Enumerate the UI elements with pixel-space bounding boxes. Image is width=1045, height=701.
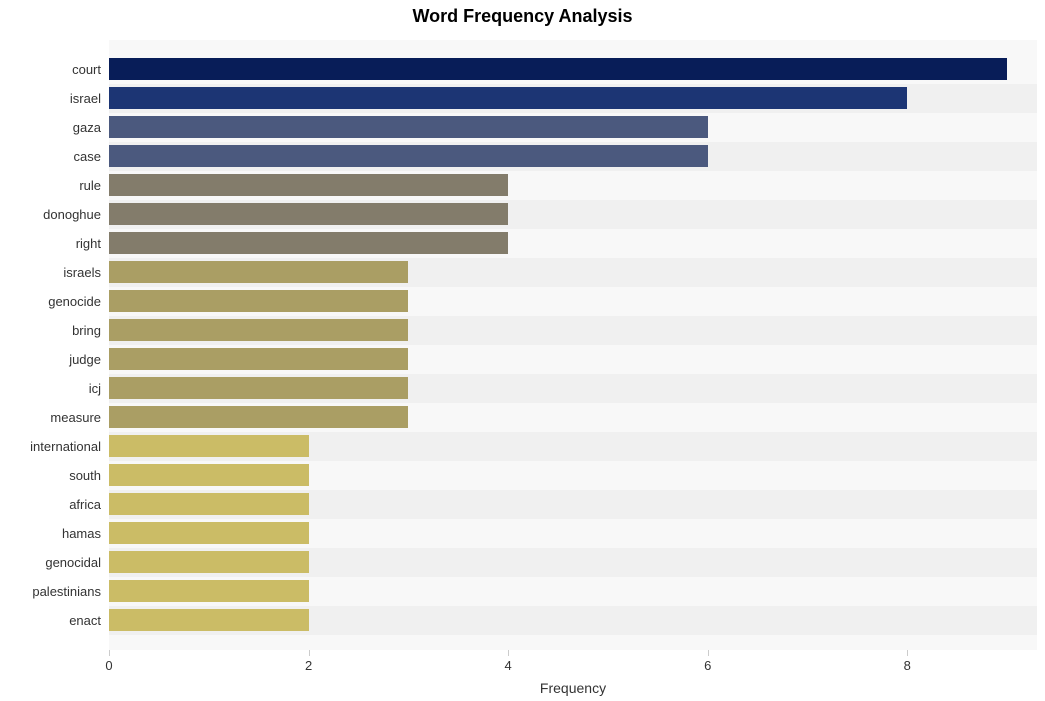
bar bbox=[109, 145, 708, 167]
x-tick bbox=[109, 650, 110, 656]
bar bbox=[109, 493, 309, 515]
bar bbox=[109, 319, 408, 341]
y-tick-label: israels bbox=[63, 265, 101, 280]
x-tick bbox=[907, 650, 908, 656]
y-tick-label: right bbox=[76, 236, 101, 251]
x-tick-label: 8 bbox=[904, 658, 911, 673]
bar bbox=[109, 232, 508, 254]
y-tick-label: south bbox=[69, 468, 101, 483]
y-tick-label: icj bbox=[89, 381, 101, 396]
bar bbox=[109, 580, 309, 602]
x-tick bbox=[708, 650, 709, 656]
bar bbox=[109, 522, 309, 544]
bar bbox=[109, 609, 309, 631]
x-tick-label: 4 bbox=[505, 658, 512, 673]
y-tick-label: judge bbox=[69, 352, 101, 367]
y-tick-label: genocide bbox=[48, 294, 101, 309]
bar bbox=[109, 435, 309, 457]
x-axis-title: Frequency bbox=[109, 680, 1037, 696]
bar bbox=[109, 406, 408, 428]
y-tick-label: measure bbox=[50, 410, 101, 425]
y-tick-label: donoghue bbox=[43, 207, 101, 222]
y-tick-label: international bbox=[30, 439, 101, 454]
y-tick-label: africa bbox=[69, 497, 101, 512]
bar bbox=[109, 377, 408, 399]
y-tick-label: enact bbox=[69, 613, 101, 628]
bar bbox=[109, 261, 408, 283]
bar bbox=[109, 116, 708, 138]
bar bbox=[109, 87, 907, 109]
bar bbox=[109, 464, 309, 486]
y-tick-label: genocidal bbox=[45, 555, 101, 570]
y-tick-label: israel bbox=[70, 91, 101, 106]
x-tick-label: 2 bbox=[305, 658, 312, 673]
chart-title: Word Frequency Analysis bbox=[0, 0, 1045, 31]
x-tick-label: 0 bbox=[105, 658, 112, 673]
x-tick bbox=[309, 650, 310, 656]
plot-area bbox=[109, 40, 1037, 650]
y-tick-label: rule bbox=[79, 178, 101, 193]
bar bbox=[109, 203, 508, 225]
y-tick-label: gaza bbox=[73, 120, 101, 135]
x-tick bbox=[508, 650, 509, 656]
bar bbox=[109, 551, 309, 573]
y-tick-label: hamas bbox=[62, 526, 101, 541]
y-tick-label: palestinians bbox=[32, 584, 101, 599]
bar bbox=[109, 174, 508, 196]
bar bbox=[109, 348, 408, 370]
x-tick-label: 6 bbox=[704, 658, 711, 673]
y-tick-label: court bbox=[72, 62, 101, 77]
y-tick-label: bring bbox=[72, 323, 101, 338]
bar bbox=[109, 58, 1007, 80]
bar bbox=[109, 290, 408, 312]
word-frequency-chart: Word Frequency Analysis Frequency 0 2 4 6 8 c… bbox=[0, 0, 1045, 701]
y-tick-label: case bbox=[74, 149, 101, 164]
